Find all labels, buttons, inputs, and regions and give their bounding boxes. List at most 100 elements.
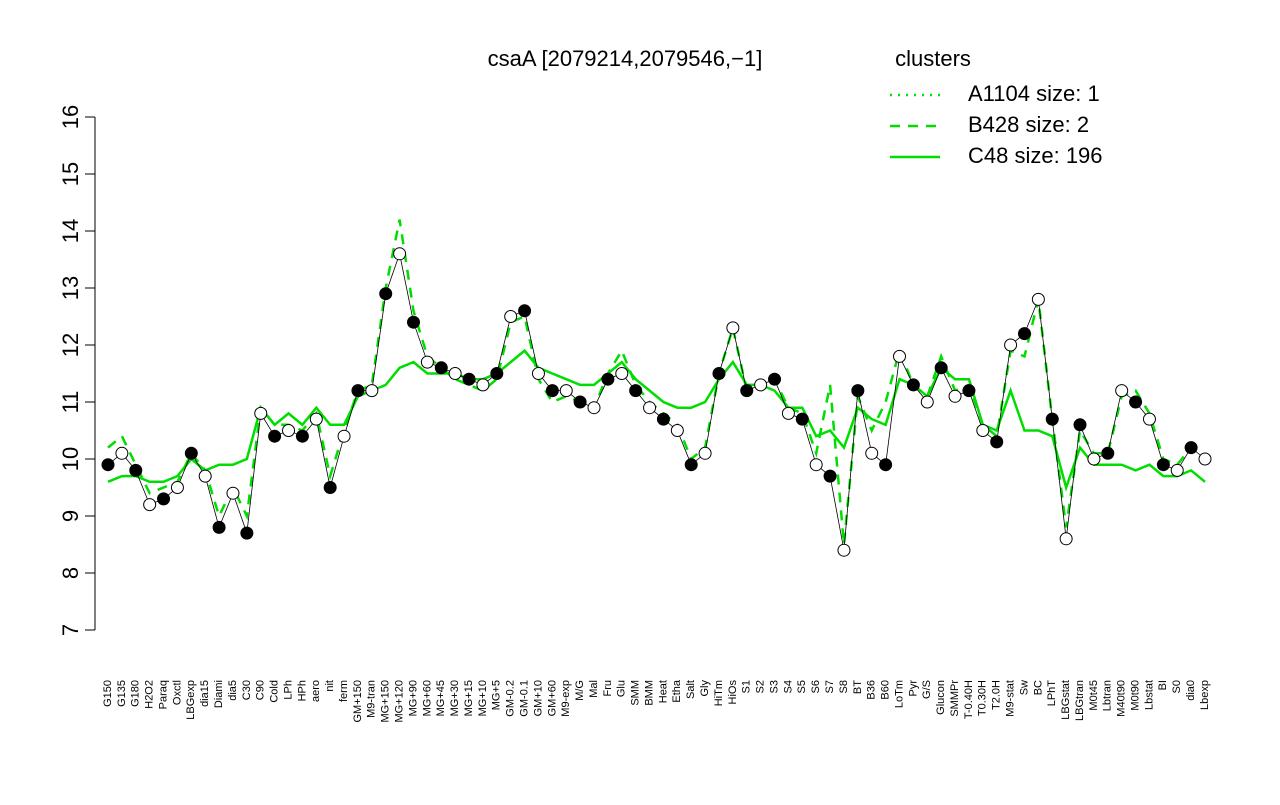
x-tick-label: S2 (755, 680, 767, 693)
data-point (601, 372, 615, 386)
x-tick-label: LBGexp (185, 680, 197, 720)
data-point (476, 378, 490, 392)
x-tick-label: G/S (921, 680, 933, 699)
data-point (323, 481, 337, 494)
data-point (420, 355, 434, 369)
data-point (740, 384, 754, 398)
data-point (934, 361, 948, 375)
x-tick-label: MG+150 (380, 680, 392, 723)
x-tick-label: Lbstat (1143, 680, 1155, 710)
x-tick-label: M0t90 (1129, 680, 1141, 711)
data-point (573, 395, 587, 409)
x-tick-label: M/G (574, 680, 586, 701)
x-tick-label: LBGtran (1074, 680, 1086, 721)
x-tick-label: S6 (810, 680, 822, 693)
x-tick-label: MG+15 (463, 680, 475, 716)
x-tick-label: Salt (685, 680, 697, 699)
x-tick-label: MG+60 (421, 680, 433, 716)
x-tick-label: Oxctl (171, 680, 183, 705)
x-tick-label: Heat (657, 680, 669, 703)
data-point (1045, 412, 1059, 426)
data-point (795, 412, 809, 426)
data-point (365, 384, 379, 398)
x-tick-label: Cold (269, 680, 281, 703)
data-point (504, 310, 518, 323)
x-tick-label: Lbexp (1199, 680, 1211, 710)
x-tick-label: T-0.40H (963, 680, 975, 719)
data-point (865, 446, 879, 460)
data-point (1142, 412, 1156, 426)
data-point (893, 349, 907, 363)
data-point (448, 367, 462, 380)
data-point (629, 384, 643, 398)
x-tick-label: Diami (213, 680, 225, 708)
data-point (906, 378, 920, 392)
data-point (851, 384, 865, 398)
chart-title: csaA [2079214,2079546,−1] (488, 46, 763, 71)
x-tick-label: H2O2 (144, 680, 156, 709)
x-tick-label: M9-tran (366, 680, 378, 718)
data-point (656, 412, 670, 426)
data-point (406, 315, 420, 329)
x-tick-label: M9-stat (1005, 680, 1017, 717)
x-tick-label: S7 (824, 680, 836, 693)
data-point (462, 372, 476, 386)
x-tick-label: HPh (296, 680, 308, 701)
x-tick-label: nit (324, 680, 336, 692)
x-tick-label: S0 (1171, 680, 1183, 693)
x-tick-label: Mal (588, 680, 600, 698)
data-point (518, 304, 532, 318)
data-point (184, 446, 198, 460)
y-tick-label: 8 (58, 567, 83, 579)
data-point (976, 424, 990, 437)
data-point (337, 429, 351, 443)
x-tick-label: S8 (838, 680, 850, 693)
legend-label: B428 size: 2 (968, 112, 1089, 137)
data-point (1156, 458, 1170, 472)
data-point (157, 492, 171, 506)
y-tick-label: 15 (58, 162, 83, 186)
data-point (101, 458, 115, 472)
x-tick-label: S5 (796, 680, 808, 693)
data-point (643, 401, 657, 415)
data-point (1017, 327, 1031, 341)
x-tick-label: MG+10 (477, 680, 489, 716)
data-point (684, 458, 698, 472)
data-point (531, 367, 545, 380)
x-tick-label: Gly (699, 680, 711, 697)
data-point (254, 406, 268, 420)
data-point (920, 395, 934, 409)
x-tick-label: Lbtran (1102, 680, 1114, 711)
x-tick-label: S4 (782, 680, 794, 693)
x-tick-label: Etha (671, 679, 683, 703)
x-tick-label: aero (310, 680, 322, 702)
data-point (212, 520, 226, 534)
data-point (809, 458, 823, 472)
data-point (434, 361, 448, 375)
legend-label: A1104 size: 1 (968, 81, 1100, 106)
x-tick-label: LPhT (1046, 680, 1058, 707)
data-point (1059, 532, 1073, 546)
data-point (1129, 395, 1143, 409)
data-point (587, 401, 601, 415)
data-point (1087, 452, 1101, 466)
x-tick-label: SMM (630, 680, 642, 706)
y-tick-label: 16 (58, 105, 83, 129)
data-point (1170, 463, 1184, 477)
data-point (1073, 418, 1087, 432)
x-tick-label: Pyr (907, 680, 919, 697)
x-tick-label: LPh (282, 680, 294, 700)
legend-title: clusters (895, 46, 971, 71)
x-tick-label: LBGstat (1060, 680, 1072, 720)
y-tick-label: 11 (58, 391, 83, 414)
data-point (1004, 338, 1018, 352)
x-tick-label: M0t45 (1088, 680, 1100, 711)
data-point (1031, 292, 1045, 306)
y-tick-label: 12 (58, 333, 83, 357)
x-tick-label: S3 (768, 680, 780, 693)
data-point (1198, 452, 1212, 466)
x-tick-label: Fru (602, 680, 614, 697)
x-tick-label: C90 (255, 680, 267, 700)
y-tick-label: 7 (58, 624, 83, 636)
